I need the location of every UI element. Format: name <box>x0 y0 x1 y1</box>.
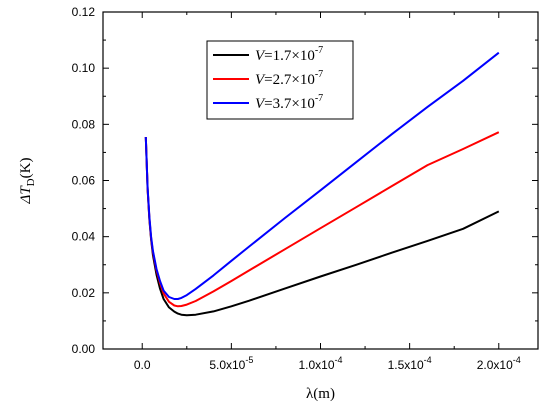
series-line <box>144 51 500 300</box>
y-axis: 0.00 0.02 0.04 0.06 0.08 0.10 0.12 <box>72 5 538 356</box>
y-tick-label: 0.12 <box>72 5 96 19</box>
y-tick-label: 0.06 <box>72 174 96 188</box>
x-tick-label: 2.0x10-4 <box>477 355 521 372</box>
x-tick-label: 1.5x10-4 <box>388 355 432 372</box>
y-tick-label: 0.04 <box>72 230 96 244</box>
y-tick-label: 0.02 <box>72 286 96 300</box>
series-line <box>144 131 500 308</box>
x-tick-label: 0.0 <box>134 358 151 372</box>
x-tick-label: 1.0x10-4 <box>298 355 342 372</box>
x-axis: 0.0 5.0x10-5 1.0x10-4 1.5x10-4 2.0x10-4 <box>134 12 521 372</box>
y-axis-title-unit: (K) <box>18 158 34 179</box>
y-axis-title-sub: D <box>25 178 37 186</box>
x-axis-title: λ(m) <box>306 386 335 402</box>
series-layer <box>144 51 500 317</box>
y-tick-label: 0.08 <box>72 117 96 131</box>
legend-label: V=1.7×10-7 <box>255 45 323 64</box>
legend: V=1.7×10-7 V=2.7×10-7 V=3.7×10-7 <box>206 40 354 120</box>
legend-label: V=3.7×10-7 <box>255 93 323 112</box>
legend-label: V=2.7×10-7 <box>255 69 323 88</box>
y-axis-title-main: ΔT <box>18 185 34 205</box>
y-axis-title: ΔTD(K) <box>18 158 37 205</box>
y-tick-label: 0.00 <box>72 342 96 356</box>
y-tick-label: 0.10 <box>72 61 96 75</box>
x-tick-label: 5.0x10-5 <box>209 355 253 372</box>
